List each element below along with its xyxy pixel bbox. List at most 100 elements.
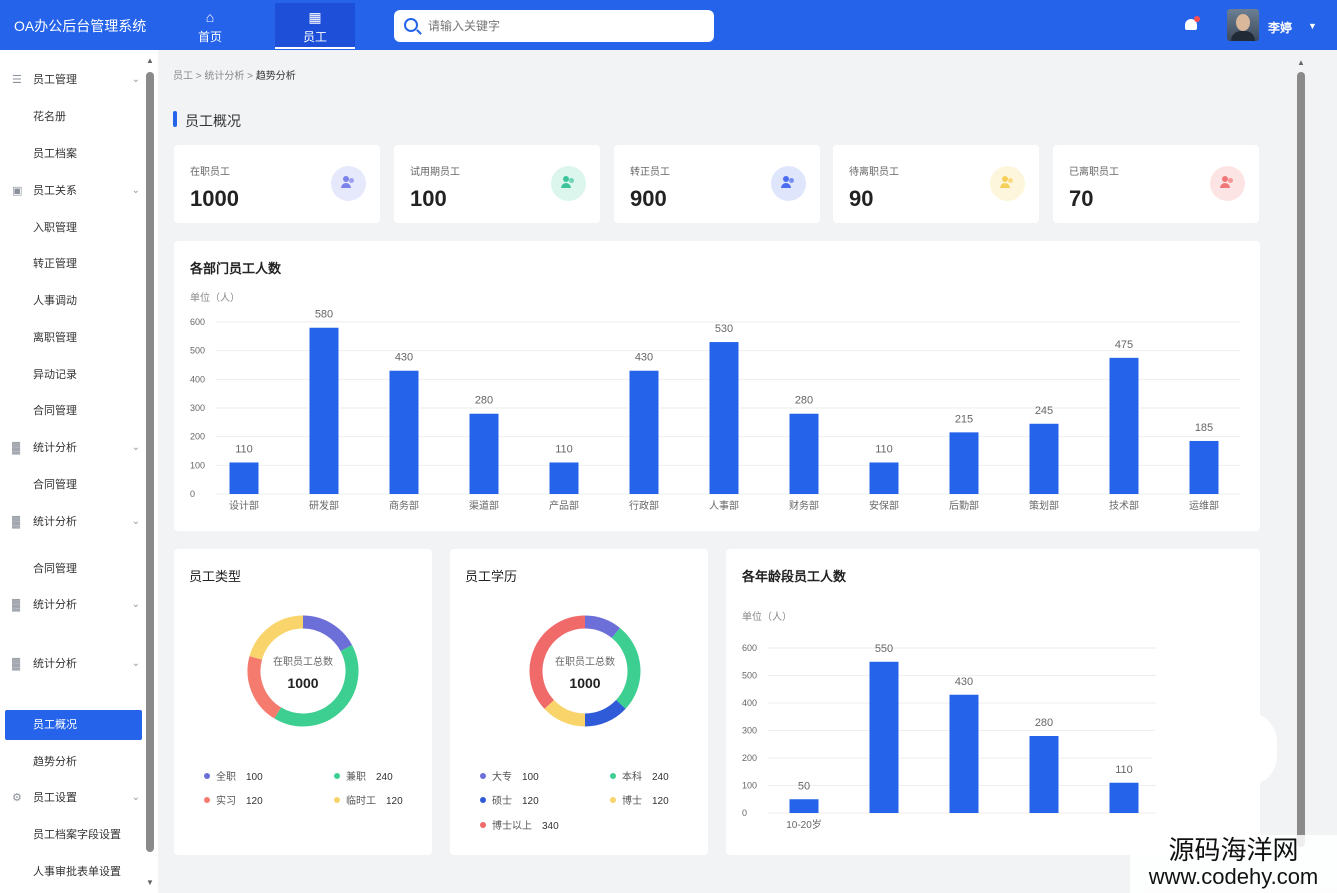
sidebar-item[interactable]: 转正管理 [0,249,142,279]
chevron-down-icon[interactable]: ⌄ [131,658,140,669]
bar[interactable] [1189,440,1219,494]
chevron-down-icon[interactable]: ⌄ [131,792,140,803]
donut-slice[interactable] [584,699,626,727]
bar[interactable] [1029,423,1059,494]
bar[interactable] [1029,736,1059,813]
donut-slice[interactable] [529,615,586,709]
chevron-down-icon[interactable]: ⌄ [131,599,140,610]
legend-item[interactable]: 博士 120 [610,792,669,807]
sidebar-item[interactable]: 趋势分析 [0,747,142,777]
legend-item[interactable]: 兼职 240 [334,768,393,783]
scroll-down-icon[interactable]: ▼ [146,878,154,887]
donut-slice[interactable] [247,656,282,719]
bar[interactable] [309,327,339,494]
sidebar-item[interactable]: 合同管理 [0,396,142,426]
sidebar-item[interactable]: 员工档案字段设置 [0,820,142,850]
search-box[interactable] [394,10,714,42]
sidebar-item[interactable]: ☰ 员工管理 ⌄ [0,65,142,95]
gear-icon: ⚙ [12,792,22,804]
bar[interactable] [949,432,979,494]
sidebar-item[interactable]: ▓ 统计分析 ⌄ [0,433,142,463]
bar-value-label: 430 [395,352,413,364]
sidebar-item[interactable]: 离职管理 [0,323,142,353]
bar[interactable] [709,342,739,494]
legend-item[interactable]: 临时工 120 [334,792,403,807]
grid-icon: ▦ [308,9,322,25]
legend-item[interactable]: 博士以上 340 [480,817,559,832]
section-title: 员工概况 [173,111,241,131]
chevron-down-icon[interactable]: ⌄ [131,442,140,453]
bar[interactable] [389,370,419,494]
sidebar-scrollbar[interactable] [146,72,154,852]
bar-value-label: 430 [635,352,653,364]
bell-icon[interactable] [1184,16,1200,33]
sidebar-item-label: 统计分析 [33,442,77,454]
sidebar-item[interactable]: 人事调动 [0,286,142,316]
donut-slice[interactable] [611,627,641,709]
donut-slice[interactable] [544,699,586,727]
legend-item[interactable]: 硕士 120 [480,792,539,807]
chevron-down-icon[interactable]: ⌄ [131,74,140,85]
stat-card[interactable]: 待离职员工 90 [833,145,1039,223]
main-scrollbar[interactable] [1297,72,1305,847]
y-tick-label: 600 [190,317,205,327]
breadcrumb-item[interactable]: 员工 [173,71,193,82]
donut-center-value: 1000 [569,675,600,691]
org-icon: ☰ [12,74,22,86]
sidebar-item[interactable]: 人事审批表单设置 [0,857,142,887]
legend-item[interactable]: 本科 240 [610,768,669,783]
sidebar-item[interactable]: ▓ 统计分析 ⌄ [0,507,142,537]
bar[interactable] [789,799,819,813]
donut-slice[interactable] [584,615,621,639]
donut-slice[interactable] [249,615,304,660]
sidebar-item[interactable]: ▓ 统计分析 ⌄ [0,590,142,620]
bar[interactable] [789,413,819,494]
bar[interactable] [229,462,259,494]
search-input[interactable] [428,10,708,42]
blur-patch [1152,712,1277,786]
sidebar-item-label: 统计分析 [33,599,77,611]
legend-item[interactable]: 大专 100 [480,768,539,783]
sidebar-item[interactable]: ▓ 统计分析 ⌄ [0,649,142,679]
legend-item[interactable]: 全职 100 [204,768,263,783]
chevron-down-icon[interactable]: ⌄ [131,185,140,196]
bar-value-label: 430 [955,676,973,688]
username[interactable]: 李婷 [1268,21,1293,35]
main-scroll-up-icon[interactable]: ▲ [1297,58,1305,67]
sidebar-item[interactable]: 花名册 [0,102,142,132]
stat-card[interactable]: 在职员工 1000 [174,145,380,223]
avatar[interactable] [1227,9,1259,41]
donut-slice[interactable] [274,645,359,727]
breadcrumb-item[interactable]: 统计分析 [204,71,245,82]
bar[interactable] [869,462,899,494]
bar[interactable] [629,370,659,494]
sidebar-item-label: 员工概况 [33,719,77,731]
sidebar-item[interactable]: ▣ 员工关系 ⌄ [0,176,142,206]
stat-card[interactable]: 试用期员工 100 [394,145,600,223]
bar[interactable] [949,694,979,813]
sidebar-item[interactable]: 异动记录 [0,360,142,390]
sidebar-item[interactable]: 合同管理 [0,554,142,584]
sidebar-item[interactable]: 入职管理 [0,213,142,243]
tab-employee[interactable]: ▦ 员工 [275,3,355,49]
stat-card[interactable]: 已离职员工 70 [1053,145,1259,223]
legend-item[interactable]: 实习 120 [204,792,263,807]
caret-down-icon[interactable]: ▼ [1308,21,1317,31]
donut-slice[interactable] [302,615,353,652]
scroll-up-icon[interactable]: ▲ [146,56,154,65]
sidebar-item[interactable]: 合同管理 [0,470,142,500]
donut-center-label: 在职员工总数 [555,655,615,668]
sidebar-item[interactable]: 员工档案 [0,139,142,169]
bar[interactable] [469,413,499,494]
stat-card[interactable]: 转正员工 900 [614,145,820,223]
tab-home[interactable]: ⌂ 首页 [170,3,250,49]
bar[interactable] [549,462,579,494]
bar[interactable] [869,661,899,813]
bar[interactable] [1109,782,1139,813]
legend-name: 全职 [216,772,236,783]
sidebar-item[interactable]: ⚙ 员工设置 ⌄ [0,783,142,813]
bar[interactable] [1109,357,1139,494]
chevron-down-icon[interactable]: ⌄ [131,516,140,527]
sidebar-item[interactable]: 员工概况 [5,710,142,740]
sidebar-item-label: 转正管理 [33,258,77,270]
